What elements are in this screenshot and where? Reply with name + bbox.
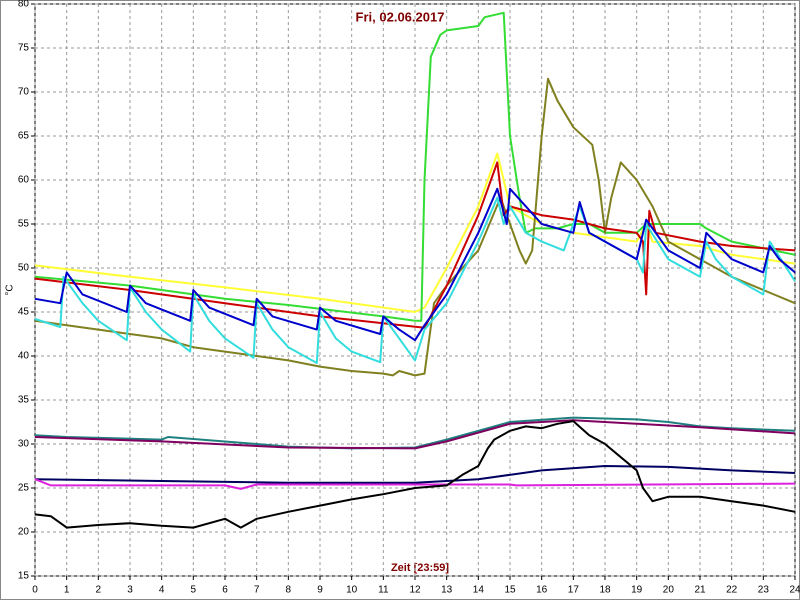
series-line <box>34 11 796 322</box>
y-tick-label: 20 <box>18 527 30 538</box>
x-tick-label: 21 <box>694 585 706 596</box>
y-tick-label: 45 <box>18 307 30 318</box>
x-tick-label: 18 <box>599 585 611 596</box>
x-tick-label: 17 <box>568 585 580 596</box>
y-tick-label: 35 <box>18 395 30 406</box>
x-tick-label: 5 <box>191 585 197 596</box>
y-tick-label: 25 <box>18 483 30 494</box>
series-line <box>34 187 796 342</box>
x-tick-label: 15 <box>504 585 516 596</box>
y-tick-label: 50 <box>18 263 30 274</box>
x-tick-label: 20 <box>663 585 675 596</box>
x-tick-label: 14 <box>473 585 485 596</box>
series-line <box>34 465 796 484</box>
chart-title: Fri, 02.06.2017 <box>356 9 445 24</box>
series-line <box>34 419 796 450</box>
x-axis-label: Zeit [23:59] <box>391 562 449 574</box>
series-line <box>34 478 796 490</box>
x-tick-label: 9 <box>317 585 323 596</box>
x-tick-label: 4 <box>159 585 165 596</box>
series-line <box>34 420 796 529</box>
x-tick-label: 8 <box>286 585 292 596</box>
series-line <box>34 77 796 377</box>
x-tick-label: 6 <box>222 585 228 596</box>
y-axis-label: °C <box>5 284 16 295</box>
series-line <box>34 161 796 329</box>
x-tick-label: 19 <box>631 585 643 596</box>
x-tick-label: 11 <box>378 585 389 596</box>
x-tick-label: 2 <box>96 585 102 596</box>
x-tick-label: 16 <box>536 585 548 596</box>
x-tick-label: 7 <box>254 585 260 596</box>
series-line <box>34 152 796 313</box>
y-tick-label: 75 <box>18 43 30 54</box>
y-tick-label: 15 <box>18 571 30 582</box>
x-tick-label: 1 <box>64 585 70 596</box>
x-tick-label: 0 <box>32 585 38 596</box>
x-tick-label: 12 <box>409 585 421 596</box>
x-tick-label: 3 <box>127 585 133 596</box>
x-tick-label: 24 <box>789 585 800 596</box>
series-line <box>34 196 796 364</box>
y-tick-label: 30 <box>18 439 30 450</box>
x-tick-label: 13 <box>441 585 453 596</box>
x-tick-label: 23 <box>758 585 770 596</box>
y-tick-label: 80 <box>18 0 30 10</box>
y-tick-label: 40 <box>18 351 30 362</box>
y-tick-label: 55 <box>18 219 30 230</box>
x-tick-label: 22 <box>726 585 738 596</box>
y-tick-label: 65 <box>18 131 30 142</box>
y-tick-label: 60 <box>18 175 30 186</box>
x-tick-label: 10 <box>346 585 358 596</box>
y-tick-label: 70 <box>18 87 30 98</box>
series-line <box>34 416 796 450</box>
